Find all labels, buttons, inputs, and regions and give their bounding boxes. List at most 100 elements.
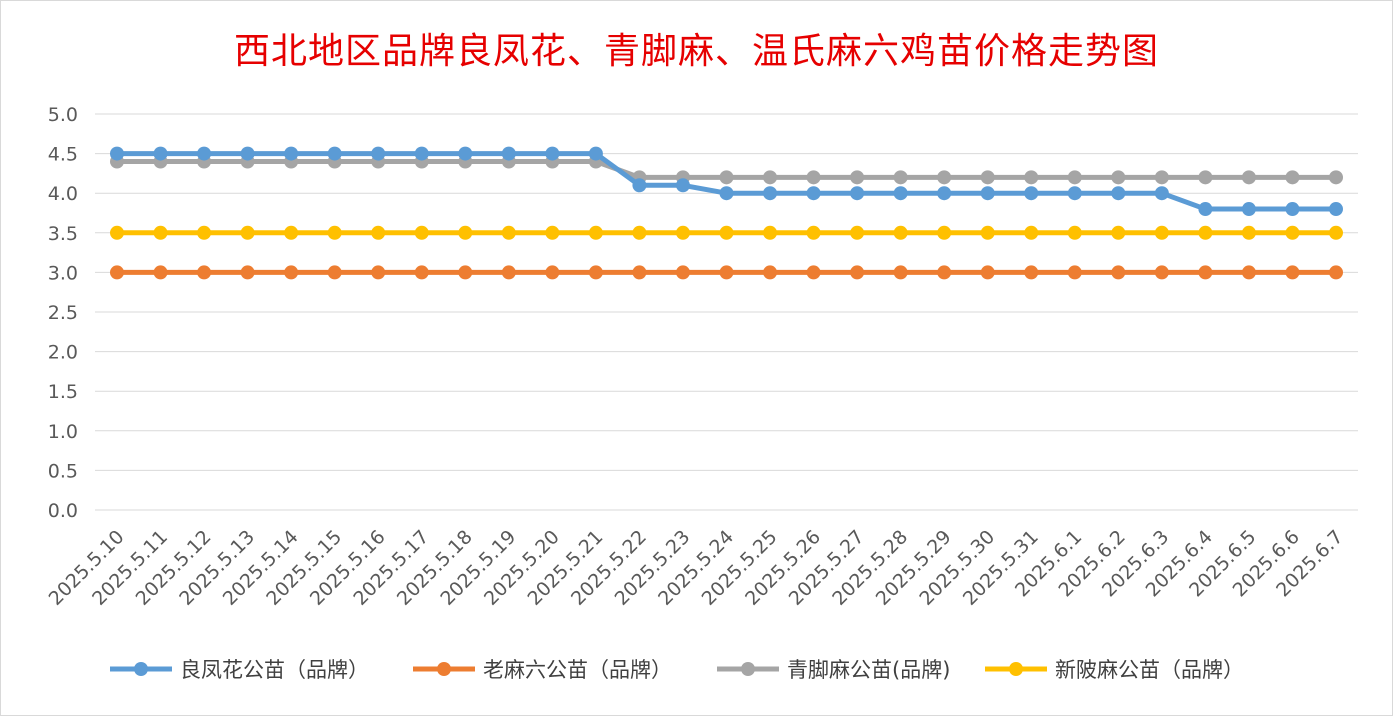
data-point [197,146,212,161]
legend-marker [134,662,148,676]
series-group [110,146,1343,280]
chart-title: 西北地区品牌良凤花、青脚麻、温氏麻六鸡苗价格走势图 [233,31,1159,72]
data-point [806,186,821,201]
data-point [719,170,734,185]
data-point [1285,202,1300,217]
data-point [1241,170,1256,185]
legend-item: 新陂麻公苗（品牌） [985,658,1244,682]
data-point [675,265,690,280]
data-point [1067,186,1082,201]
legend-label: 新陂麻公苗（品牌） [1055,658,1244,682]
data-point [1154,265,1169,280]
data-point [1241,225,1256,240]
data-point [980,170,995,185]
data-point [675,225,690,240]
legend-item: 良凤花公苗（品牌） [110,658,369,682]
data-point [501,146,516,161]
data-point [197,225,212,240]
data-point [893,186,908,201]
data-point [1154,170,1169,185]
data-point [1198,170,1213,185]
data-point [284,265,299,280]
data-point [1111,170,1126,185]
data-point [327,146,342,161]
data-point [284,146,299,161]
data-point [1024,186,1039,201]
y-tick-label: 0.0 [48,500,78,522]
data-point [1067,170,1082,185]
data-point [545,225,560,240]
data-point [763,265,778,280]
series-3 [110,225,1343,240]
x-axis-ticks: 2025.5.102025.5.112025.5.122025.5.132025… [45,526,1348,610]
data-point [1067,225,1082,240]
legend-item: 青脚麻公苗(品牌) [717,658,950,682]
data-point [1285,170,1300,185]
data-point [1111,265,1126,280]
data-point [240,265,255,280]
data-point [110,146,124,161]
data-point [1198,225,1213,240]
data-point [719,186,734,201]
data-point [1285,225,1300,240]
data-point [763,170,778,185]
data-point [1329,170,1343,185]
data-point [763,225,778,240]
data-point [937,265,952,280]
y-axis-ticks: 0.0 0.5 1.0 1.5 2.0 2.5 3.0 3.5 4.0 4.5 5.0 [48,104,78,522]
data-point [1329,265,1343,280]
data-point [1111,186,1126,201]
data-point [1154,186,1169,201]
data-point [980,225,995,240]
data-point [1154,225,1169,240]
data-point [110,225,124,240]
data-point [937,225,952,240]
data-point [110,265,124,280]
data-point [153,225,168,240]
data-point [1024,225,1039,240]
data-point [763,186,778,201]
data-point [1024,265,1039,280]
data-point [371,146,386,161]
data-point [1241,265,1256,280]
data-point [937,186,952,201]
data-point [240,225,255,240]
data-point [153,146,168,161]
data-point [632,225,647,240]
data-point [850,265,865,280]
data-point [458,146,473,161]
data-point [1024,170,1039,185]
data-point [893,225,908,240]
data-point [545,146,560,161]
data-point [806,170,821,185]
data-point [1067,265,1082,280]
data-point [371,265,386,280]
data-point [1198,265,1213,280]
legend-marker [437,662,451,676]
data-point [414,146,429,161]
data-point [327,225,342,240]
y-tick-label: 4.5 [48,144,78,166]
data-point [197,265,212,280]
data-point [1241,202,1256,217]
y-tick-label: 5.0 [48,104,78,126]
y-tick-label: 1.0 [48,421,78,443]
y-tick-label: 4.0 [48,183,78,205]
data-point [153,265,168,280]
legend-marker [741,662,755,676]
legend: 良凤花公苗（品牌） 老麻六公苗（品牌） 青脚麻公苗(品牌) 新陂麻公苗（品牌） [110,658,1244,682]
data-point [501,265,516,280]
data-point [1329,202,1343,217]
legend-label: 良凤花公苗（品牌） [180,658,369,682]
data-point [284,225,299,240]
data-point [1111,225,1126,240]
data-point [980,265,995,280]
data-point [893,170,908,185]
data-point [675,178,690,193]
data-point [458,225,473,240]
data-point [371,225,386,240]
data-point [240,146,255,161]
data-point [458,265,473,280]
data-point [632,178,647,193]
